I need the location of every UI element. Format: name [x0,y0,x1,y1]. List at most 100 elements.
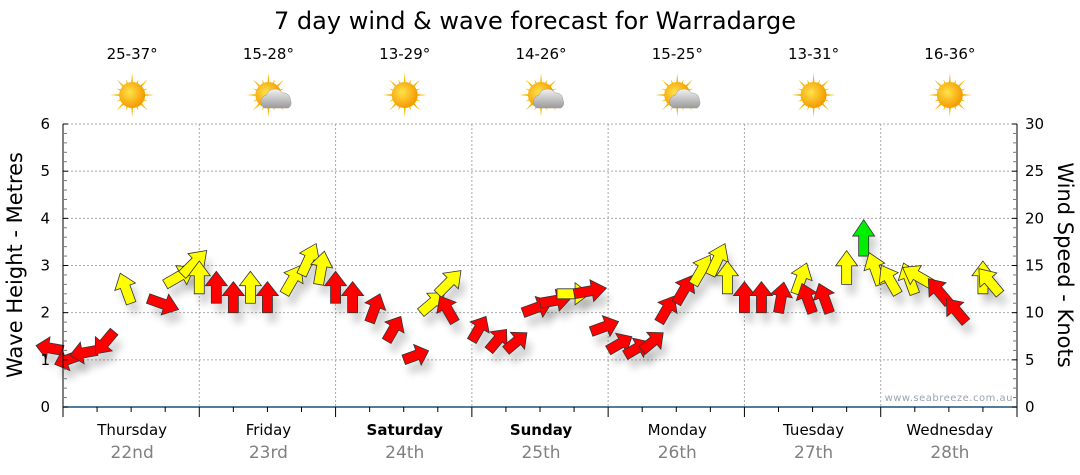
wind-arrow-red [255,281,280,314]
right-tick-label: 30 [1025,115,1044,133]
cloud-shape [260,88,292,109]
sun-icon [110,73,155,117]
wind-arrow-red [381,315,405,345]
cloud-icon [533,88,564,109]
day-label: Friday [246,421,292,439]
temperature-range: 14-26° [515,45,566,63]
arrow-shadow [644,342,669,365]
wind-arrow-green [851,218,876,257]
left-tick-label: 5 [40,162,50,180]
date-label: 24th [385,443,424,463]
sun-disc [800,82,827,108]
wind-arrow-red [401,343,430,367]
wind-arrow-yellow [114,272,137,306]
date-label: 27th [794,443,833,463]
left-tick-label: 2 [40,304,50,322]
arrow-shadow [627,348,654,370]
partly-cloudy-icon [655,73,701,117]
wind-arrow-yellow [878,264,903,297]
chart-title: 7 day wind & wave forecast for Warradarg… [274,7,796,35]
wind-arrow-red [795,282,818,315]
wind-arrow-red [364,293,387,325]
wind-arrow-red [502,331,528,355]
day-label: Saturday [367,421,444,439]
wind-arrow-red [145,293,180,316]
wind-arrow-yellow [310,250,334,286]
left-axis-label: Wave Height - Metres [3,152,27,378]
left-tick-label: 6 [40,115,50,133]
wind-arrow-yellow [705,242,729,278]
temperature-range: 15-25° [652,45,703,63]
watermark: www.seabreeze.com.au [885,393,1013,404]
left-tick-label: 3 [40,257,50,275]
wind-arrow-red [204,270,229,304]
temperature-range: 16-36° [924,45,975,63]
wind-arrow-red [946,298,971,326]
right-tick-label: 25 [1025,162,1044,180]
wind-arrow-yellow [178,249,208,280]
right-tick-label: 5 [1025,351,1035,369]
wind-arrow-red [732,281,757,314]
wind-arrow-yellow [834,249,859,285]
wind-arrow-yellow [715,260,740,295]
arrow-shadow [507,342,532,365]
grid-lines [63,123,1017,407]
wind-arrow-red [654,295,678,326]
right-axis-label: Wind Speed - Knots [1053,162,1077,367]
wind-arrow-red [749,281,774,314]
axes: 0 1 2 3 4 5 6 0 5 10 15 20 25 30 Thursday 22nd Friday 23r… [40,115,1044,463]
sun-disc [936,82,963,108]
wind-arrow-yellow [433,270,462,298]
temperature-range: 25-37° [107,45,158,63]
arrow-shadow [407,354,434,376]
left-tick-label: 0 [40,398,50,416]
date-label: 25th [521,443,560,463]
wind-arrow-red [221,281,246,314]
wind-arrow-red [638,331,664,355]
wind-arrow-red [588,315,620,338]
wind-arrow-red [466,315,490,345]
cloud-shape [669,88,701,109]
wind-arrow-yellow [238,270,263,304]
wind-arrow-yellow [187,260,212,295]
wind-arrow-red [812,282,836,315]
sun-icon [927,73,972,117]
wind-arrow-red [436,295,460,326]
temperature-range: 13-29° [379,45,430,63]
right-tick-label: 10 [1025,304,1044,322]
day-label: Thursday [96,421,167,439]
left-tick-label: 1 [40,351,50,369]
wind-arrow-red [94,327,119,355]
left-tick-label: 4 [40,209,50,227]
cloud-icon [260,88,292,109]
wind-arrow-yellow [296,242,321,278]
wind-arrow-yellow [978,268,1005,298]
date-label: 26th [658,443,697,463]
wind-arrow-red [340,281,365,314]
partly-cloudy-icon [246,73,292,117]
wind-arrows [35,218,1005,372]
date-label: 22nd [111,443,154,463]
cloud-icon [669,88,701,109]
sun-disc [391,82,418,108]
temperature-range: 13-31° [788,45,839,63]
wind-arrow-red [769,281,794,314]
temperature-range: 15-28° [243,45,294,63]
wind-arrow-yellow [902,265,935,290]
sun-icon [791,73,836,117]
right-tick-label: 0 [1025,398,1035,416]
day-label: Wednesday [906,421,993,439]
date-label: 28th [930,443,969,463]
right-tick-label: 15 [1025,257,1044,275]
partly-cloudy-icon [519,73,564,117]
wind-arrow-red [69,341,99,365]
cloud-shape [533,88,564,109]
date-label: 23rd [249,443,288,463]
right-tick-label: 20 [1025,209,1044,227]
day-label: Monday [648,421,707,439]
day-label: Tuesday [782,421,844,439]
sun-disc [119,82,146,108]
wind-arrow-red [572,279,608,303]
daily-weather: 25-37° 15-28° 13-29° 14-26° 15-25° 13-31° 16-3… [107,45,975,117]
